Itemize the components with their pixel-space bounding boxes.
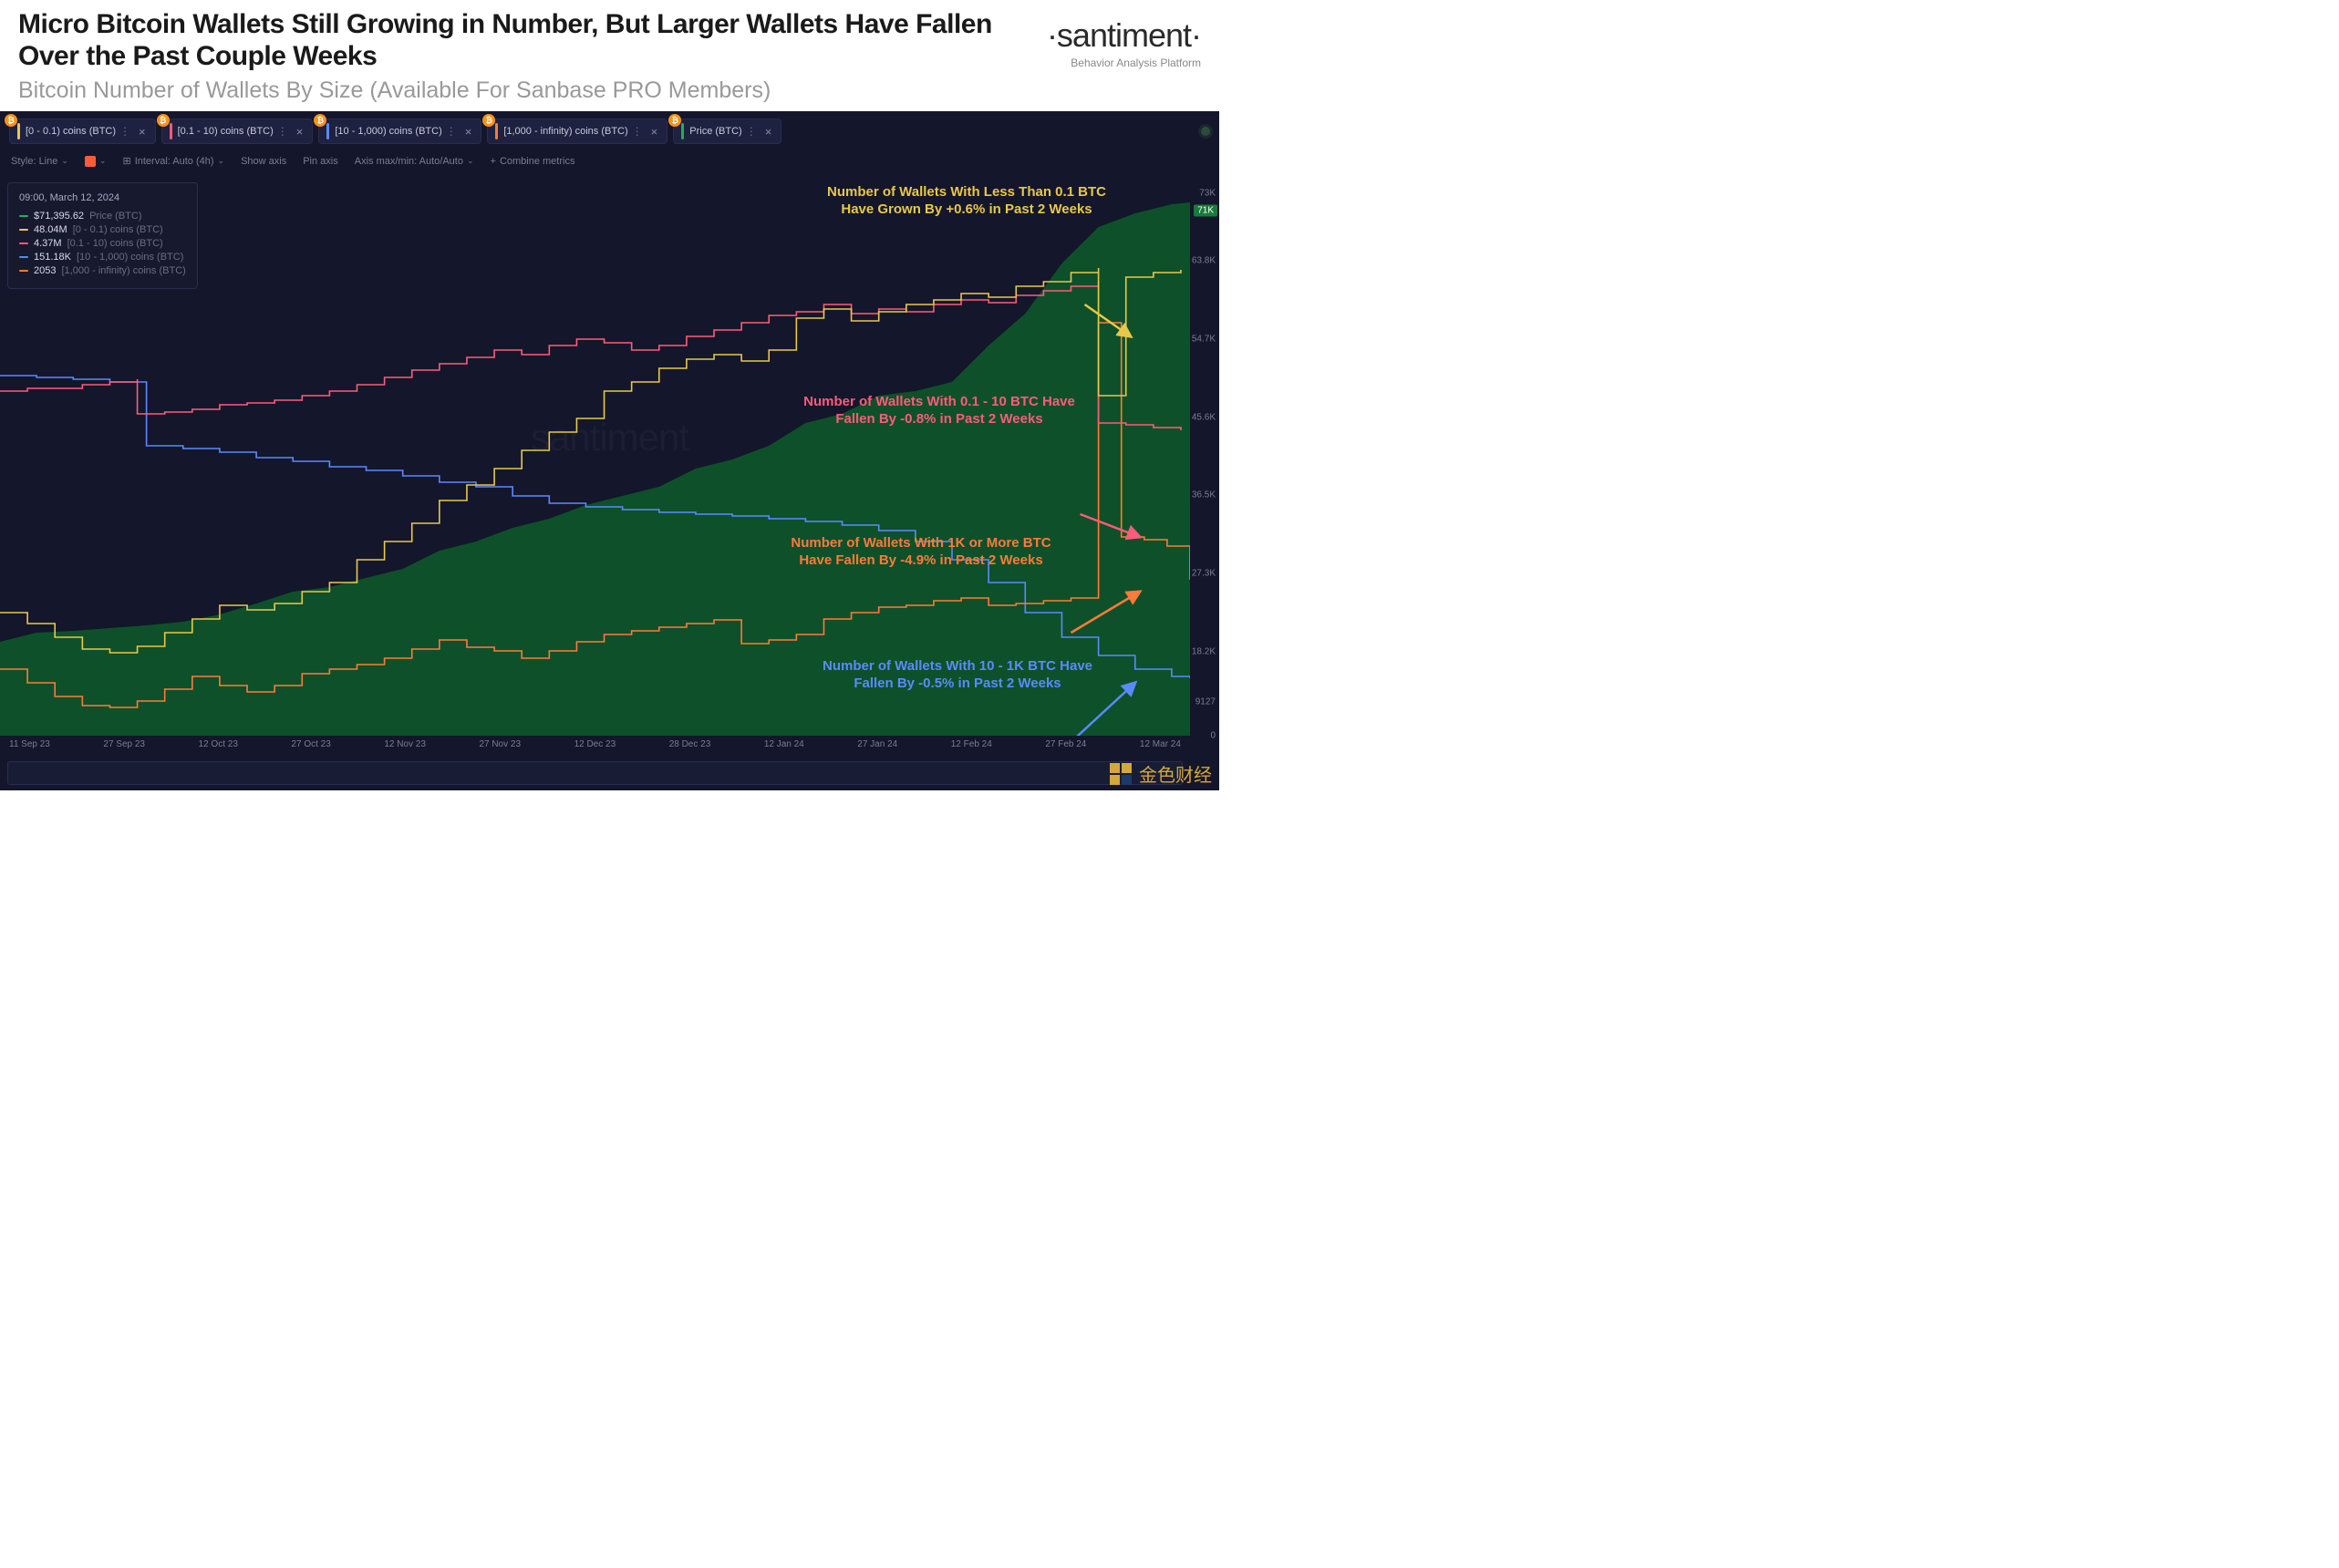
axis-minmax-selector[interactable]: Axis max/min: Auto/Auto ⌄ [355,156,474,167]
btc-badge-icon [668,114,681,127]
brand-tagline: Behavior Analysis Platform [1047,57,1201,69]
color-swatch[interactable]: ⌄ [85,156,107,167]
header: Micro Bitcoin Wallets Still Growing in N… [0,0,1219,111]
combine-metrics-button[interactable]: + Combine metrics [491,156,575,167]
y-axis-tick: 27.3K [1192,569,1216,579]
x-axis-tick: 27 Sep 23 [103,739,145,756]
chip-menu-icon[interactable]: ⋮ [446,125,456,138]
chip-color-bar [17,123,20,139]
minimap-scrubber[interactable] [7,761,1183,785]
tooltip-row: $71,395.62 Price (BTC) [19,211,186,222]
tooltip-color-icon [19,229,28,231]
interval-selector[interactable]: ⊞ Interval: Auto (4h) ⌄ [122,155,224,167]
tooltip-row: 4.37M [0.1 - 10) coins (BTC) [19,238,186,249]
tooltip-label: [0.1 - 10) coins (BTC) [67,238,163,249]
chip-color-bar [495,123,498,139]
brand-name: ·santiment· [1047,16,1201,55]
tooltip-value: 2053 [34,265,56,276]
hover-tooltip: 09:00, March 12, 2024 $71,395.62 Price (… [7,182,198,289]
chip-close-icon[interactable]: × [763,125,774,139]
y-axis-tick: 54.7K [1192,334,1216,344]
x-axis-tick: 27 Nov 23 [479,739,521,756]
tooltip-label: [1,000 - infinity) coins (BTC) [61,265,185,276]
tooltip-time: 09:00, March 12, 2024 [19,192,186,203]
tooltip-label: [0 - 0.1) coins (BTC) [73,224,163,235]
y-axis-tick: 9127 [1195,697,1216,707]
tooltip-row: 2053 [1,000 - infinity) coins (BTC) [19,265,186,276]
y-axis-tick: 73K [1199,189,1216,199]
tooltip-row: 48.04M [0 - 0.1) coins (BTC) [19,224,186,235]
metric-chip[interactable]: Price (BTC) ⋮ × [673,119,781,144]
chip-menu-icon[interactable]: ⋮ [746,125,756,138]
chip-label: [1,000 - infinity) coins (BTC) [503,126,627,137]
chip-label: [10 - 1,000) coins (BTC) [335,126,441,137]
y-axis-current-badge: 71K [1194,204,1217,216]
chip-close-icon[interactable]: × [649,125,660,139]
brand-block: ·santiment· Behavior Analysis Platform [1047,9,1201,69]
x-axis-tick: 12 Feb 24 [951,739,992,756]
chip-label: [0 - 0.1) coins (BTC) [26,126,116,137]
show-axis-toggle[interactable]: Show axis [241,156,286,167]
btc-badge-icon [482,114,495,127]
tooltip-value: $71,395.62 [34,211,84,222]
x-axis-tick: 12 Dec 23 [574,739,616,756]
x-axis-tick: 28 Dec 23 [669,739,711,756]
metric-chips-row: [0 - 0.1) coins (BTC) ⋮ × [0.1 - 10) coi… [0,111,1219,151]
metric-chip[interactable]: [0.1 - 10) coins (BTC) ⋮ × [161,119,314,144]
x-axis-tick: 12 Oct 23 [199,739,238,756]
x-axis-tick: 12 Mar 24 [1140,739,1181,756]
chip-menu-icon[interactable]: ⋮ [632,125,642,138]
tooltip-color-icon [19,256,28,258]
tooltip-label: Price (BTC) [89,211,141,222]
x-axis-tick: 27 Jan 24 [857,739,897,756]
y-axis-tick: 63.8K [1192,255,1216,265]
chip-label: [0.1 - 10) coins (BTC) [178,126,274,137]
y-axis-tick: 45.6K [1192,412,1216,422]
y-axis-tick: 36.5K [1192,490,1216,500]
source-logo: 金色财经 [1108,760,1212,787]
x-axis-tick: 11 Sep 23 [9,739,50,756]
chip-close-icon[interactable]: × [137,125,148,139]
source-text: 金色财经 [1139,760,1212,787]
chip-label: Price (BTC) [689,126,741,137]
page-title: Micro Bitcoin Wallets Still Growing in N… [18,9,1047,72]
x-axis-tick: 12 Nov 23 [384,739,426,756]
metric-chip[interactable]: [0 - 0.1) coins (BTC) ⋮ × [9,119,156,144]
pin-axis-toggle[interactable]: Pin axis [303,156,338,167]
tooltip-row: 151.18K [10 - 1,000) coins (BTC) [19,252,186,263]
x-axis-tick: 27 Oct 23 [291,739,330,756]
tooltip-color-icon [19,242,28,244]
chip-color-bar [681,123,684,139]
tooltip-label: [10 - 1,000) coins (BTC) [77,252,183,263]
x-axis: 11 Sep 23 27 Sep 23 12 Oct 23 27 Oct 23 12 N… [9,739,1181,756]
x-axis-tick: 27 Feb 24 [1045,739,1086,756]
chart-panel: [0 - 0.1) coins (BTC) ⋮ × [0.1 - 10) coi… [0,111,1219,790]
tooltip-value: 48.04M [34,224,67,235]
y-axis-tick: 18.2K [1192,647,1216,657]
live-indicator-icon [1201,127,1210,136]
metric-chip[interactable]: [10 - 1,000) coins (BTC) ⋮ × [318,119,481,144]
btc-badge-icon [314,114,326,127]
page-subtitle: Bitcoin Number of Wallets By Size (Avail… [18,77,1047,104]
btc-badge-icon [157,114,170,127]
chip-color-bar [170,123,172,139]
chip-color-bar [326,123,329,139]
tooltip-value: 4.37M [34,238,62,249]
chip-close-icon[interactable]: × [463,125,474,139]
tooltip-value: 151.18K [34,252,71,263]
tooltip-color-icon [19,270,28,272]
metric-chip[interactable]: [1,000 - infinity) coins (BTC) ⋮ × [487,119,668,144]
style-selector[interactable]: Style: Line ⌄ [11,156,68,167]
y-axis-tick: 0 [1210,731,1216,741]
chip-close-icon[interactable]: × [295,125,305,139]
tooltip-color-icon [19,215,28,217]
x-axis-tick: 12 Jan 24 [764,739,804,756]
chip-menu-icon[interactable]: ⋮ [119,125,129,138]
chart-toolbar: Style: Line ⌄ ⌄ ⊞ Interval: Auto (4h) ⌄ … [0,151,1219,176]
y-axis: 73K 71K 63.8K 54.7K 45.6K 36.5K 27.3K 18.2K 9127… [1190,177,1219,736]
btc-badge-icon [5,114,17,127]
chip-menu-icon[interactable]: ⋮ [277,125,287,138]
